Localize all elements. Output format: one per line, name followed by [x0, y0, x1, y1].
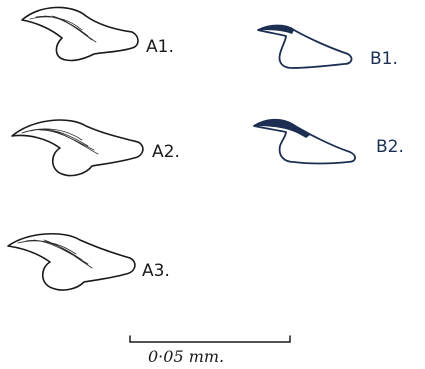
- scale-bar-label: 0·05 mm.: [148, 347, 224, 366]
- specimen-a1-label: A1.: [146, 37, 174, 57]
- specimen-b1-outline: [257, 24, 353, 69]
- specimen-a1: A1.: [21, 6, 174, 62]
- specimen-a3-outline: [7, 232, 136, 291]
- specimen-a1-outline: [21, 6, 139, 62]
- specimen-a2-label: A2.: [152, 142, 180, 162]
- specimen-a3-label: A3.: [142, 261, 170, 281]
- specimen-a2-outline: [11, 119, 144, 177]
- specimen-b1-cap: [258, 25, 294, 34]
- scale-bar-line: [129, 335, 291, 343]
- specimen-a2-striae: [21, 128, 99, 155]
- specimen-a3-striae: [17, 239, 93, 269]
- specimen-a3: A3.: [7, 232, 170, 291]
- specimen-b1: B1.: [257, 24, 398, 69]
- specimen-b1-label: B1.: [370, 49, 398, 69]
- scale-bar: 0·05 mm.: [129, 335, 291, 366]
- specimen-b2: B2.: [253, 118, 404, 165]
- specimen-a1-striae: [29, 15, 97, 43]
- specimen-b2-label: B2.: [376, 137, 404, 157]
- specimen-a2: A2.: [11, 119, 180, 177]
- specimen-b2-cap: [254, 119, 310, 138]
